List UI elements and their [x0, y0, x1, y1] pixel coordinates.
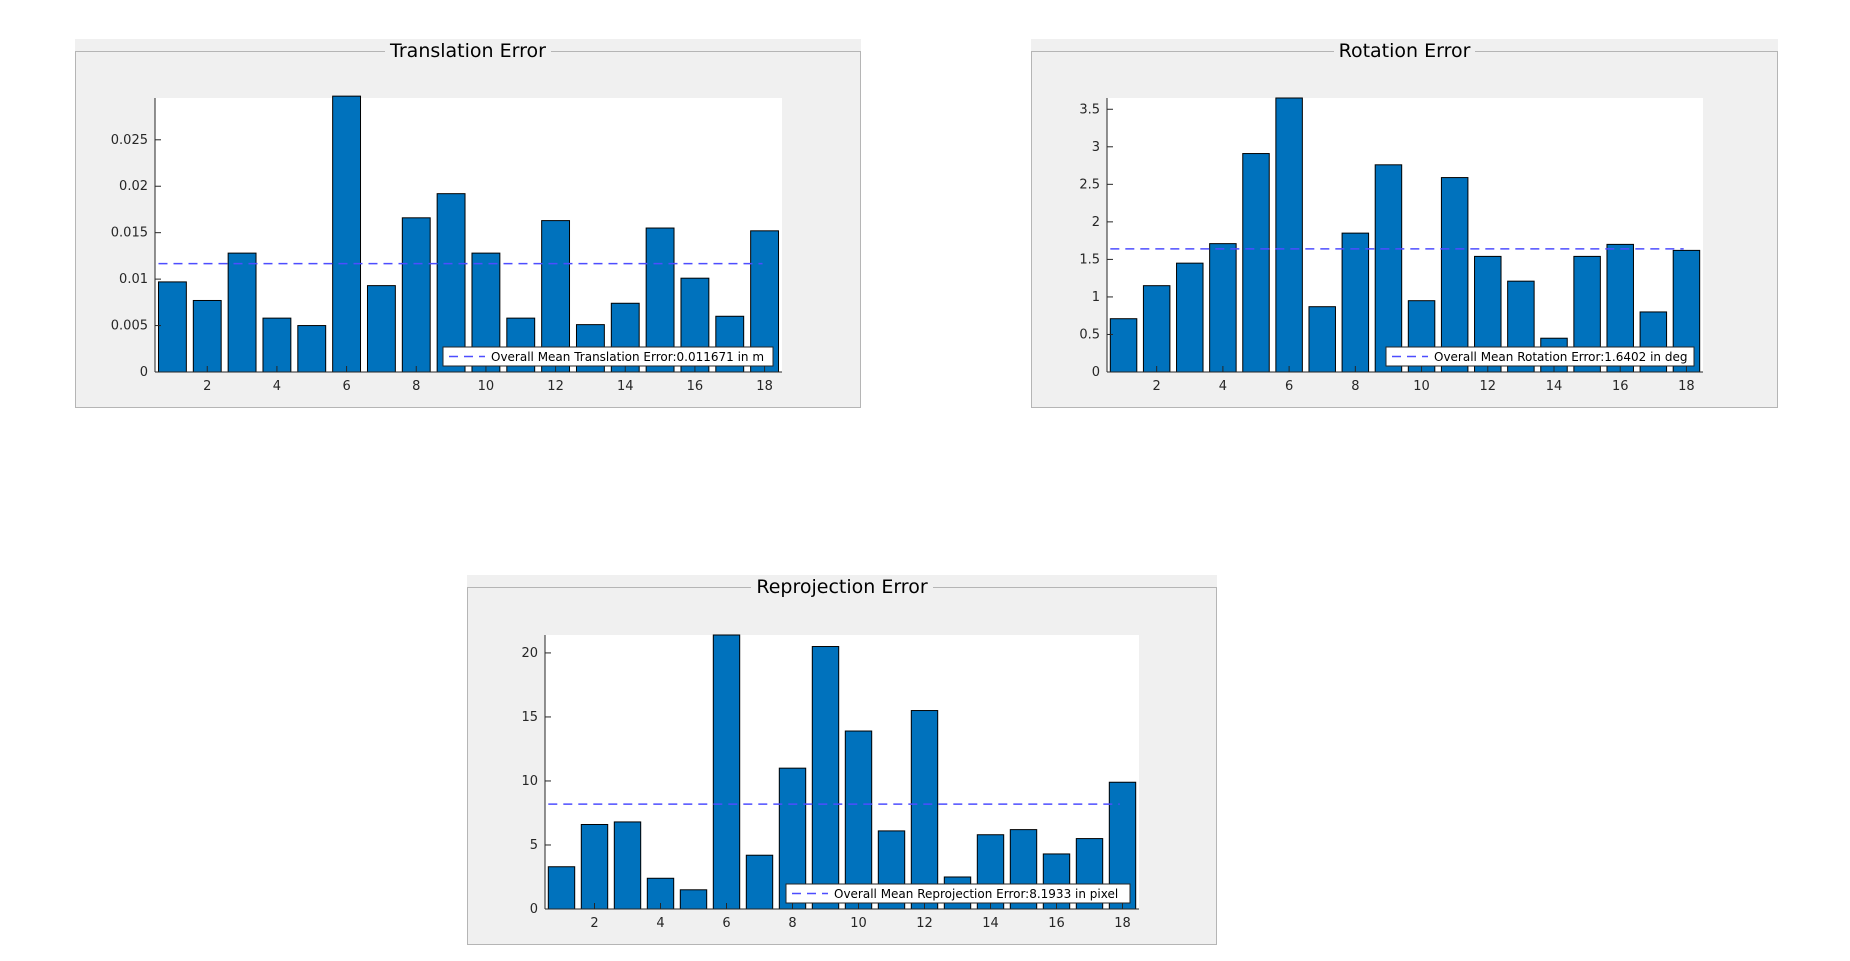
bar [547, 866, 576, 910]
reprojection-error-panel: Reprojection Error 0 5 10 15 20 2 4 6 8 10 12 14 16 1… [467, 575, 1217, 945]
bar [192, 299, 222, 373]
x-tick-label: 8 [1351, 379, 1359, 394]
bar [844, 730, 873, 910]
bar [227, 252, 257, 373]
bar [910, 710, 939, 910]
x-tick-label: 2 [1153, 379, 1161, 394]
x-tick-label: 8 [412, 379, 420, 394]
x-tick-label: 12 [916, 916, 933, 931]
rotation-error-panel: Rotation Error 0 0.5 1 1.5 2 2.5 3 3.5 2 4 6 8 10 12 1… [1031, 39, 1778, 408]
x-tick-label: 8 [788, 916, 796, 931]
y-tick-label: 2 [1092, 215, 1100, 230]
x-tick-label: 12 [1480, 379, 1497, 394]
rotation-error-chart: 0 0.5 1 1.5 2 2.5 3 3.5 2 4 6 8 10 12 14 16 18 Overall Me… [1079, 97, 1703, 394]
legend-box [785, 883, 1131, 904]
x-tick-label: 14 [982, 916, 999, 931]
x-tick-label: 16 [687, 379, 704, 394]
y-tick-label: 0.015 [111, 226, 148, 241]
bar [580, 823, 609, 910]
translation-error-panel: Translation Error 0 0.005 0.01 0.015 0.02 0.0… [75, 39, 861, 408]
y-tick-label: 1.5 [1079, 252, 1100, 267]
bar [1109, 318, 1138, 373]
bar [1341, 232, 1370, 373]
reprojection-error-title: Reprojection Error [751, 576, 933, 598]
panel-title: Translation Error [75, 39, 861, 63]
bar [712, 634, 741, 910]
x-tick-label: 10 [850, 916, 867, 931]
x-tick-label: 12 [547, 379, 564, 394]
rotation-error-title: Rotation Error [1333, 40, 1476, 62]
bar [1209, 243, 1237, 373]
y-tick-label: 10 [521, 774, 538, 789]
y-tick-label: 0.5 [1079, 327, 1100, 342]
y-tick-label: 0.005 [111, 319, 148, 334]
axes-background [1107, 98, 1703, 372]
x-tick-label: 2 [590, 916, 598, 931]
y-tick-label: 0 [140, 365, 148, 380]
bar [811, 646, 840, 910]
bar [1374, 164, 1403, 373]
y-tick-label: 0.01 [119, 272, 148, 287]
panel-title: Reprojection Error [467, 575, 1217, 599]
bar [1440, 177, 1469, 373]
y-tick-label: 20 [521, 646, 538, 661]
bar [1242, 153, 1270, 373]
panel-title: Rotation Error [1031, 39, 1778, 63]
legend-box [442, 346, 774, 367]
x-tick-label: 14 [1546, 379, 1563, 394]
y-tick-label: 3.5 [1079, 102, 1100, 117]
axes-background [545, 635, 1139, 909]
bar [436, 193, 466, 373]
x-tick-label: 6 [722, 916, 730, 931]
y-tick-label: 0 [530, 902, 538, 917]
bar [332, 95, 362, 373]
x-tick-label: 16 [1612, 379, 1629, 394]
reprojection-error-chart: 0 5 10 15 20 2 4 6 8 10 12 14 16 18 Overall Mean Repro… [521, 634, 1139, 931]
x-tick-label: 6 [1285, 379, 1293, 394]
legend-label: Overall Mean Translation Error:0.011671 … [491, 350, 764, 364]
y-tick-label: 15 [521, 710, 538, 725]
bar [1308, 306, 1336, 373]
bar [401, 217, 431, 373]
x-tick-label: 14 [617, 379, 634, 394]
x-tick-label: 10 [1413, 379, 1430, 394]
bar [1142, 285, 1171, 373]
legend-label: Overall Mean Reprojection Error:8.1933 i… [834, 887, 1118, 901]
y-tick-label: 0.02 [119, 179, 148, 194]
x-tick-label: 4 [1219, 379, 1227, 394]
bar [297, 325, 327, 373]
axes-background [155, 98, 782, 372]
bar [1275, 97, 1303, 373]
legend-box [1385, 346, 1695, 367]
bar [745, 854, 774, 910]
bar [262, 317, 292, 373]
bar [679, 889, 708, 910]
y-tick-label: 3 [1092, 140, 1100, 155]
y-tick-label: 0.025 [111, 133, 148, 148]
bar [613, 821, 642, 910]
x-tick-label: 4 [656, 916, 664, 931]
y-tick-label: 2.5 [1079, 177, 1100, 192]
y-tick-label: 1 [1092, 290, 1100, 305]
x-tick-label: 16 [1048, 916, 1065, 931]
y-tick-label: 0 [1092, 365, 1100, 380]
legend-label: Overall Mean Rotation Error:1.6402 in de… [1434, 350, 1687, 364]
translation-error-title: Translation Error [385, 40, 551, 62]
x-tick-label: 18 [1678, 379, 1695, 394]
x-tick-label: 2 [203, 379, 211, 394]
y-tick-label: 5 [530, 838, 538, 853]
bar [366, 285, 396, 373]
x-tick-label: 18 [1114, 916, 1131, 931]
bar [1176, 262, 1204, 373]
x-tick-label: 18 [756, 379, 773, 394]
x-tick-label: 6 [342, 379, 350, 394]
translation-error-chart: 0 0.005 0.01 0.015 0.02 0.025 2 4 6 8 10 12 14 16 18 Ov… [111, 95, 782, 394]
bar [157, 281, 187, 373]
x-tick-label: 10 [478, 379, 495, 394]
x-tick-label: 4 [273, 379, 281, 394]
